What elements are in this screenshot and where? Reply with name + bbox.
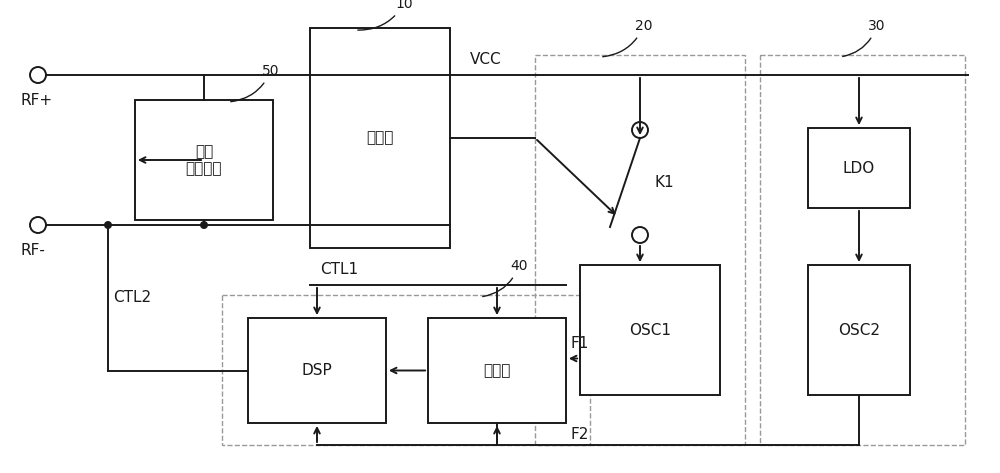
Text: CTL1: CTL1 bbox=[320, 262, 358, 277]
Bar bbox=[310, 28, 450, 248]
Text: 计数器: 计数器 bbox=[483, 363, 511, 378]
Text: CTL2: CTL2 bbox=[113, 290, 151, 305]
Text: 阻抗
调谐阵列: 阻抗 调谐阵列 bbox=[186, 144, 222, 176]
Text: 20: 20 bbox=[603, 19, 652, 57]
Bar bbox=[580, 265, 720, 395]
Text: 整流器: 整流器 bbox=[366, 131, 394, 146]
Text: 30: 30 bbox=[843, 19, 886, 56]
Text: 10: 10 bbox=[358, 0, 413, 30]
Bar bbox=[808, 265, 910, 395]
Text: RF-: RF- bbox=[20, 243, 45, 258]
Text: 40: 40 bbox=[483, 259, 528, 297]
Text: 50: 50 bbox=[231, 64, 280, 102]
Bar bbox=[808, 128, 910, 208]
Text: VCC: VCC bbox=[470, 52, 502, 67]
Text: LDO: LDO bbox=[843, 160, 875, 175]
Bar bbox=[248, 318, 386, 423]
Text: F1: F1 bbox=[571, 335, 589, 350]
Circle shape bbox=[201, 222, 207, 228]
Bar bbox=[135, 100, 273, 220]
Bar bbox=[428, 318, 566, 423]
Bar bbox=[222, 295, 590, 445]
Text: OSC2: OSC2 bbox=[838, 323, 880, 338]
Circle shape bbox=[105, 222, 111, 228]
Bar bbox=[535, 55, 745, 445]
Bar bbox=[760, 55, 965, 445]
Text: F2: F2 bbox=[571, 427, 589, 442]
Text: RF+: RF+ bbox=[20, 93, 52, 108]
Text: OSC1: OSC1 bbox=[629, 323, 671, 338]
Text: K1: K1 bbox=[655, 175, 675, 190]
Text: DSP: DSP bbox=[302, 363, 332, 378]
